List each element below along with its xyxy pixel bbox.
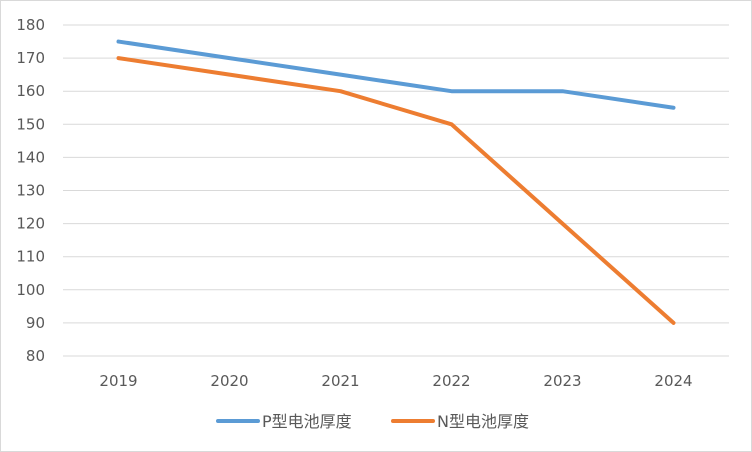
x-tick-label: 2022 bbox=[432, 372, 470, 390]
series-line-n-type bbox=[116, 56, 676, 325]
x-tick-label: 2024 bbox=[654, 372, 692, 390]
x-tick-label: 2019 bbox=[99, 372, 137, 390]
y-tick-label: 180 bbox=[16, 16, 45, 34]
y-tick-label: 150 bbox=[16, 115, 45, 133]
y-axis-ticks: 80 90 100 110 120 130 140 150 160 170 180 bbox=[16, 16, 45, 365]
series-line-p-type bbox=[116, 39, 676, 110]
y-tick-label: 110 bbox=[16, 248, 45, 266]
series-lines bbox=[116, 39, 676, 325]
x-tick-label: 2020 bbox=[210, 372, 248, 390]
legend-label-n-type: N型电池厚度 bbox=[437, 412, 529, 431]
y-tick-label: 100 bbox=[16, 281, 45, 299]
x-axis-ticks: 2019 2020 2021 2022 2023 2024 bbox=[99, 372, 692, 390]
legend: P型电池厚度 N型电池厚度 bbox=[216, 412, 529, 431]
y-tick-label: 80 bbox=[26, 347, 45, 365]
y-tick-label: 90 bbox=[26, 314, 45, 332]
y-tick-label: 120 bbox=[16, 215, 45, 233]
legend-label-p-type: P型电池厚度 bbox=[262, 412, 352, 431]
y-tick-label: 140 bbox=[16, 148, 45, 166]
x-tick-label: 2023 bbox=[543, 372, 581, 390]
y-tick-label: 160 bbox=[16, 82, 45, 100]
y-tick-label: 170 bbox=[16, 49, 45, 67]
gridlines bbox=[63, 24, 729, 357]
x-tick-label: 2021 bbox=[321, 372, 359, 390]
y-tick-label: 130 bbox=[16, 182, 45, 200]
